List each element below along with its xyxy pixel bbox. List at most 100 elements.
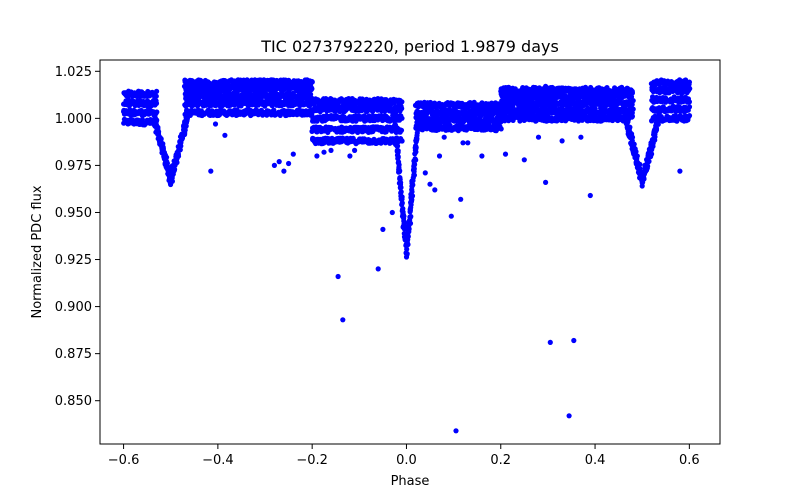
- data-point: [413, 144, 419, 151]
- data-point: [543, 83, 549, 89]
- data-point: [547, 339, 553, 345]
- data-point: [630, 106, 636, 112]
- data-point: [458, 196, 464, 202]
- data-point: [139, 117, 145, 123]
- data-point: [398, 127, 405, 133]
- data-point: [389, 209, 395, 216]
- data-point: [628, 94, 635, 100]
- data-point: [399, 99, 405, 105]
- y-axis-label: Normalized PDC flux: [30, 185, 45, 318]
- data-point: [625, 119, 631, 125]
- data-point: [395, 154, 401, 160]
- y-tick-label: 1.025: [55, 65, 92, 80]
- x-tick-label: 0.6: [679, 453, 700, 468]
- data-point: [406, 226, 412, 232]
- y-tick-label: 0.850: [55, 394, 92, 409]
- x-tick-label: 0.4: [585, 453, 606, 468]
- data-point: [460, 140, 466, 146]
- data-point: [656, 111, 662, 117]
- data-point: [479, 153, 485, 159]
- data-point: [408, 213, 414, 220]
- data-point: [352, 147, 358, 153]
- data-point: [653, 127, 660, 133]
- y-tick-label: 0.975: [55, 159, 92, 174]
- data-point: [154, 88, 160, 94]
- data-point: [184, 110, 190, 116]
- data-point: [633, 149, 639, 155]
- y-tick-label: 0.950: [55, 206, 92, 221]
- data-point: [629, 101, 635, 108]
- data-point: [502, 151, 509, 157]
- data-point: [309, 112, 315, 118]
- data-point: [652, 134, 658, 140]
- data-point: [222, 132, 228, 138]
- data-point: [645, 163, 651, 169]
- y-axis: 0.850 0.875 0.900 0.925 0.950 0.975 1.000 1.025: [55, 65, 100, 409]
- data-point: [321, 149, 327, 155]
- data-point: [498, 126, 504, 132]
- data-point: [399, 105, 405, 112]
- data-point: [407, 220, 414, 226]
- data-point: [559, 138, 565, 144]
- data-point: [399, 138, 405, 144]
- x-tick-label: 0.2: [490, 453, 511, 468]
- data-point: [686, 99, 693, 105]
- data-point: [212, 121, 219, 127]
- data-point: [453, 428, 459, 434]
- data-point: [408, 204, 414, 211]
- x-tick-label: −0.6: [108, 453, 140, 468]
- x-axis: −0.6 −0.4 −0.2 0.0 0.2 0.4 0.6: [108, 444, 700, 468]
- data-point: [314, 153, 320, 159]
- data-point: [686, 113, 693, 119]
- data-point: [399, 115, 405, 121]
- data-point: [286, 160, 292, 167]
- data-point: [290, 151, 296, 157]
- data-point: [412, 161, 418, 168]
- data-point: [655, 121, 661, 127]
- data-point: [535, 134, 542, 140]
- data-point: [396, 162, 402, 168]
- data-point: [154, 109, 160, 115]
- data-point: [422, 170, 428, 176]
- data-point: [340, 317, 346, 323]
- data-point: [656, 117, 662, 123]
- data-point: [153, 93, 159, 99]
- data-point: [397, 168, 403, 174]
- data-point: [174, 159, 180, 166]
- data-point: [309, 86, 315, 92]
- data-point: [448, 213, 454, 219]
- data-point: [276, 159, 282, 165]
- data-point: [646, 158, 652, 164]
- y-tick-label: 0.925: [55, 253, 92, 268]
- data-point: [153, 100, 160, 106]
- data-point: [432, 187, 438, 193]
- x-tick-label: 0.0: [396, 453, 417, 468]
- x-tick-label: −0.2: [296, 453, 328, 468]
- data-point: [158, 136, 164, 142]
- data-point: [550, 89, 556, 95]
- data-point: [405, 241, 411, 248]
- data-point: [441, 134, 447, 140]
- y-tick-label: 1.000: [55, 112, 92, 127]
- data-point: [571, 337, 577, 344]
- data-point: [521, 157, 527, 163]
- data-point: [415, 111, 421, 117]
- data-point: [309, 79, 315, 85]
- chart-title: TIC 0273792220, period 1.9879 days: [260, 37, 559, 56]
- data-point: [686, 79, 693, 85]
- data-point: [587, 192, 593, 199]
- data-point: [427, 181, 433, 187]
- data-point: [393, 129, 399, 135]
- data-point: [409, 193, 415, 199]
- data-point: [394, 137, 401, 143]
- data-point: [414, 132, 420, 139]
- data-point: [398, 180, 404, 186]
- data-point: [347, 153, 353, 159]
- data-point: [281, 168, 287, 174]
- data-point: [392, 113, 398, 119]
- data-point: [380, 226, 386, 232]
- y-tick-label: 0.900: [55, 300, 92, 315]
- x-axis-label: Phase: [391, 474, 430, 489]
- x-tick-label: −0.4: [202, 453, 234, 468]
- data-point: [436, 153, 443, 159]
